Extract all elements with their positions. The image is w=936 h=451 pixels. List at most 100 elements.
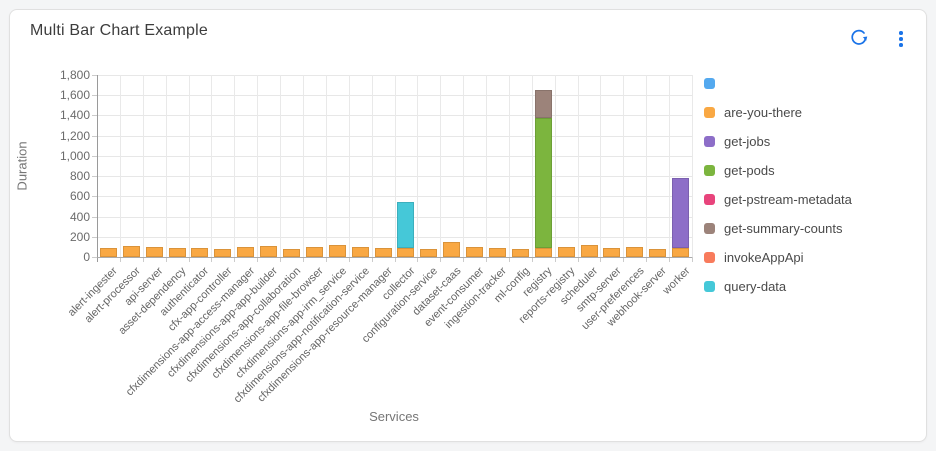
bar-segment-are-you-there — [626, 246, 644, 257]
x-gridline — [302, 75, 304, 257]
y-tick-label: 200 — [69, 229, 90, 244]
y-tick-mark — [92, 135, 97, 137]
x-tick-mark — [440, 257, 442, 262]
legend-label: get-pods — [724, 163, 775, 178]
x-tick-mark — [669, 257, 671, 262]
x-gridline — [325, 75, 327, 257]
x-tick-mark — [554, 257, 556, 262]
x-gridline — [600, 75, 602, 257]
refresh-icon — [849, 28, 869, 51]
legend-label: get-summary-counts — [724, 221, 843, 236]
x-gridline — [554, 75, 556, 257]
x-tick-mark — [531, 257, 533, 262]
legend-swatch — [704, 194, 715, 205]
x-tick-mark — [348, 257, 350, 262]
bar-segment-are-you-there — [488, 248, 506, 257]
x-tick-mark — [211, 257, 213, 262]
bar-segment-are-you-there — [420, 248, 438, 257]
y-tick-mark — [92, 236, 97, 238]
legend-item-get-jobs[interactable]: get-jobs — [704, 134, 852, 149]
bar-segment-are-you-there — [260, 245, 278, 257]
x-gridline — [234, 75, 236, 257]
y-tick-mark — [92, 155, 97, 157]
bar-segment-are-you-there — [534, 248, 552, 257]
x-gridline — [257, 75, 259, 257]
x-tick-mark — [463, 257, 465, 262]
legend-swatch — [704, 165, 715, 176]
x-tick-mark — [257, 257, 259, 262]
x-tick-mark — [234, 257, 236, 262]
x-tick-mark — [371, 257, 373, 262]
x-axis-line — [97, 257, 692, 258]
bar-segment-are-you-there — [237, 246, 255, 257]
more-options-button[interactable] — [888, 26, 914, 52]
legend-item-invokeAppApi[interactable]: invokeAppApi — [704, 250, 852, 265]
x-gridline — [646, 75, 648, 257]
x-tick-mark — [692, 257, 693, 262]
x-tick-mark — [188, 257, 190, 262]
legend-swatch — [704, 252, 715, 263]
x-gridline — [508, 75, 510, 257]
legend-item-are-you-there[interactable]: are-you-there — [704, 105, 852, 120]
y-tick-label: 1,200 — [59, 128, 90, 143]
x-gridline — [531, 75, 533, 257]
bar-segment-are-you-there — [672, 247, 690, 257]
legend-item-get-pods[interactable]: get-pods — [704, 163, 852, 178]
refresh-button[interactable] — [846, 26, 872, 52]
x-axis-title: Services — [369, 409, 419, 424]
x-gridline — [417, 75, 419, 257]
y-tick-label: 0 — [83, 250, 90, 264]
bar-segment-are-you-there — [99, 247, 117, 257]
x-gridline — [692, 75, 693, 257]
bar-segment-query-data — [397, 202, 415, 249]
x-gridline — [371, 75, 373, 257]
x-tick-mark — [325, 257, 327, 262]
x-gridline — [463, 75, 465, 257]
legend-item-unnamed[interactable] — [704, 76, 852, 91]
bar-segment-are-you-there — [374, 247, 392, 257]
x-gridline — [142, 75, 144, 257]
y-axis-line — [97, 75, 98, 262]
bar-segment-are-you-there — [466, 247, 484, 257]
bar-segment-get-pods — [534, 118, 552, 249]
bar-segment-are-you-there — [443, 242, 461, 257]
y-tick-label: 1,400 — [59, 108, 90, 123]
y-tick-label: 1,800 — [59, 68, 90, 82]
bar-segment-are-you-there — [511, 248, 529, 257]
chart-card — [9, 9, 927, 442]
legend-item-get-pstream-metadata[interactable]: get-pstream-metadata — [704, 192, 852, 207]
legend-swatch — [704, 107, 715, 118]
x-gridline — [348, 75, 350, 257]
bar-segment-are-you-there — [580, 244, 598, 257]
x-tick-mark — [417, 257, 419, 262]
x-tick-mark — [623, 257, 625, 262]
y-tick-mark — [92, 176, 97, 178]
x-gridline — [669, 75, 671, 257]
x-gridline — [577, 75, 579, 257]
x-tick-mark — [577, 257, 579, 262]
bar-segment-are-you-there — [351, 247, 369, 257]
legend-label: invokeAppApi — [724, 250, 804, 265]
legend-swatch — [704, 136, 715, 147]
legend-swatch — [704, 281, 715, 292]
legend-item-get-summary-counts[interactable]: get-summary-counts — [704, 221, 852, 236]
y-tick-mark — [92, 115, 97, 117]
bar-segment-are-you-there — [397, 248, 415, 257]
bar-segment-are-you-there — [145, 246, 163, 257]
x-tick-mark — [280, 257, 282, 262]
y-tick-mark — [92, 75, 97, 76]
legend-label: query-data — [724, 279, 787, 294]
y-tick-mark — [92, 216, 97, 218]
bar-segment-are-you-there — [283, 249, 301, 257]
y-tick-label: 600 — [69, 189, 90, 204]
x-tick-mark — [142, 257, 144, 262]
y-tick-mark — [92, 196, 97, 198]
legend-swatch — [704, 223, 715, 234]
bar-segment-are-you-there — [557, 247, 575, 257]
bar-segment-are-you-there — [603, 248, 621, 257]
x-gridline — [440, 75, 442, 257]
x-gridline — [394, 75, 396, 257]
legend-item-query-data[interactable]: query-data — [704, 279, 852, 294]
legend-label: get-jobs — [724, 134, 771, 149]
